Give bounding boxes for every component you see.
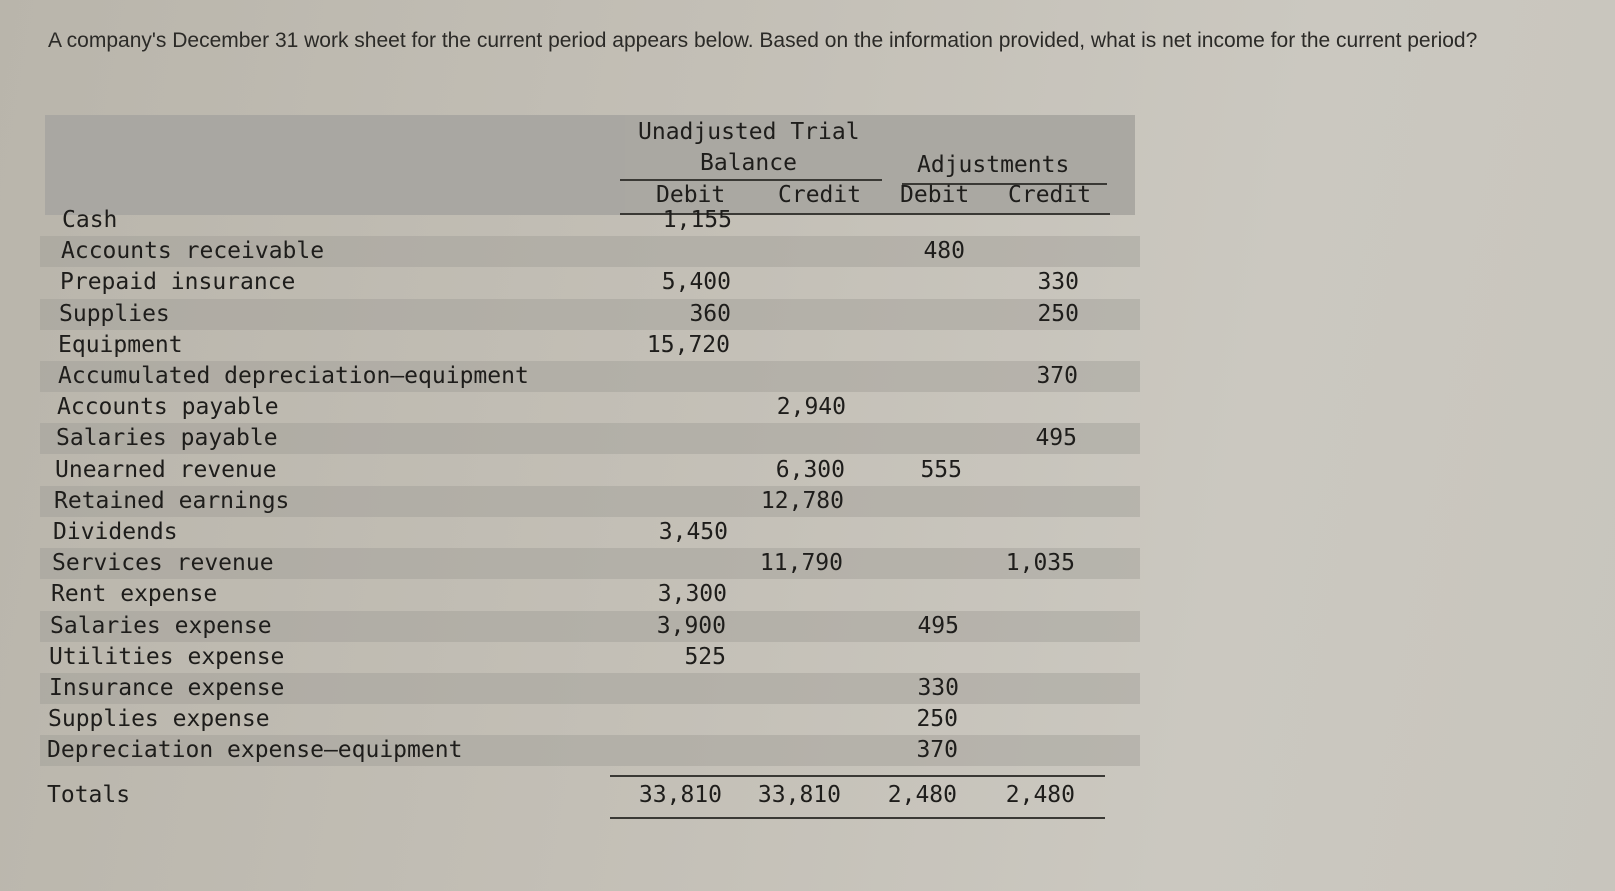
totals-utb-debit: 33,810 bbox=[638, 782, 722, 808]
row-adj-credit: 250 bbox=[1037, 300, 1079, 327]
table-row: Rent expense 3,300 bbox=[40, 579, 1140, 610]
table-row: Dividends 3,450 bbox=[40, 517, 1140, 548]
row-label: Insurance expense bbox=[49, 675, 285, 701]
row-utb-debit: 3,900 bbox=[656, 612, 726, 639]
table-row: Salaries expense 3,900 495 bbox=[40, 610, 1140, 642]
header-adj-debit: Debit bbox=[900, 182, 970, 208]
table-header-band-left bbox=[45, 115, 625, 215]
row-utb-debit: 3,300 bbox=[657, 581, 727, 608]
row-adj-debit: 480 bbox=[923, 238, 965, 265]
row-label: Accumulated depreciation—equipment bbox=[58, 363, 529, 389]
row-label: Retained earnings bbox=[54, 487, 290, 514]
row-utb-debit: 15,720 bbox=[646, 331, 730, 358]
row-utb-credit: 12,780 bbox=[760, 487, 844, 514]
table-row: Prepaid insurance 5,400 330 bbox=[40, 267, 1140, 298]
header-unadjusted-trial-balance-line1: Unadjusted Trial bbox=[638, 119, 860, 145]
question-text: A company's December 31 work sheet for t… bbox=[48, 29, 1478, 52]
row-utb-debit: 5,400 bbox=[661, 269, 731, 296]
table-row: Salaries payable 495 bbox=[40, 423, 1140, 455]
header-unadjusted-trial-balance-line2: Balance bbox=[700, 150, 797, 176]
row-label: Rent expense bbox=[51, 581, 218, 608]
row-label: Supplies bbox=[59, 300, 170, 327]
totals-utb-credit: 33,810 bbox=[757, 782, 841, 808]
table-row: Supplies expense 250 bbox=[40, 704, 1140, 735]
table-row: Equipment 15,720 bbox=[40, 330, 1140, 361]
totals-label: Totals bbox=[47, 782, 131, 808]
row-label: Services revenue bbox=[52, 550, 274, 577]
row-utb-debit: 360 bbox=[689, 300, 731, 327]
row-adj-debit: 495 bbox=[917, 612, 959, 639]
work-sheet-table: Unadjusted Trial Balance Adjustments Deb… bbox=[40, 115, 1140, 855]
header-adj-credit: Credit bbox=[1008, 182, 1092, 208]
row-label: Utilities expense bbox=[49, 643, 285, 670]
table-row: Accounts receivable 480 bbox=[40, 236, 1140, 268]
table-row: Services revenue 11,790 1,035 bbox=[40, 548, 1140, 580]
header-rule-adjustments bbox=[902, 183, 1107, 185]
row-utb-credit: 11,790 bbox=[759, 550, 843, 577]
row-utb-debit: 1,155 bbox=[662, 207, 732, 233]
row-adj-credit: 495 bbox=[1035, 425, 1077, 452]
row-label: Supplies expense bbox=[48, 706, 270, 733]
row-adj-debit: 250 bbox=[916, 706, 958, 733]
row-label: Accounts receivable bbox=[61, 238, 325, 265]
row-adj-debit: 330 bbox=[917, 675, 959, 701]
header-rule-trial-balance bbox=[620, 179, 882, 181]
row-label: Salaries payable bbox=[56, 425, 278, 452]
header-bottom-rule bbox=[620, 213, 1110, 215]
table-row: Insurance expense 330 bbox=[40, 673, 1140, 704]
row-adj-debit: 370 bbox=[916, 737, 958, 764]
totals-adj-debit: 2,480 bbox=[887, 782, 957, 808]
table-row: Utilities expense 525 bbox=[40, 642, 1140, 673]
row-utb-debit: 3,450 bbox=[658, 519, 728, 545]
header-adjustments: Adjustments bbox=[917, 152, 1070, 178]
row-adj-debit: 555 bbox=[920, 456, 962, 483]
row-label: Depreciation expense—equipment bbox=[47, 737, 463, 764]
row-label: Salaries expense bbox=[50, 612, 272, 639]
table-row: Unearned revenue 6,300 555 bbox=[40, 455, 1140, 486]
row-adj-credit: 1,035 bbox=[1005, 550, 1075, 577]
row-adj-credit: 370 bbox=[1036, 363, 1078, 389]
row-utb-credit: 2,940 bbox=[776, 394, 846, 421]
row-label: Dividends bbox=[53, 519, 178, 545]
header-utb-debit: Debit bbox=[656, 182, 726, 208]
totals-row: Totals 33,810 33,810 2,480 2,480 bbox=[40, 780, 1140, 811]
table-row: Accumulated depreciation—equipment 370 bbox=[40, 361, 1140, 392]
row-label: Accounts payable bbox=[57, 394, 279, 421]
row-adj-credit: 330 bbox=[1037, 269, 1079, 296]
table-row: Retained earnings 12,780 bbox=[40, 485, 1140, 517]
row-label: Equipment bbox=[58, 331, 183, 358]
row-label: Unearned revenue bbox=[55, 456, 277, 483]
totals-bottom-rule bbox=[610, 817, 1105, 819]
table-row: Depreciation expense—equipment 370 bbox=[40, 735, 1140, 767]
table-row: Accounts payable 2,940 bbox=[40, 392, 1140, 423]
row-label: Prepaid insurance bbox=[60, 269, 296, 296]
table-row: Cash 1,155 bbox=[40, 205, 1140, 236]
row-utb-debit: 525 bbox=[684, 643, 726, 670]
totals-adj-credit: 2,480 bbox=[1005, 782, 1075, 808]
table-row: Supplies 360 250 bbox=[40, 298, 1140, 330]
header-utb-credit: Credit bbox=[778, 182, 862, 208]
row-label: Cash bbox=[62, 207, 118, 233]
row-utb-credit: 6,300 bbox=[775, 456, 845, 483]
totals-top-rule bbox=[610, 775, 1105, 777]
